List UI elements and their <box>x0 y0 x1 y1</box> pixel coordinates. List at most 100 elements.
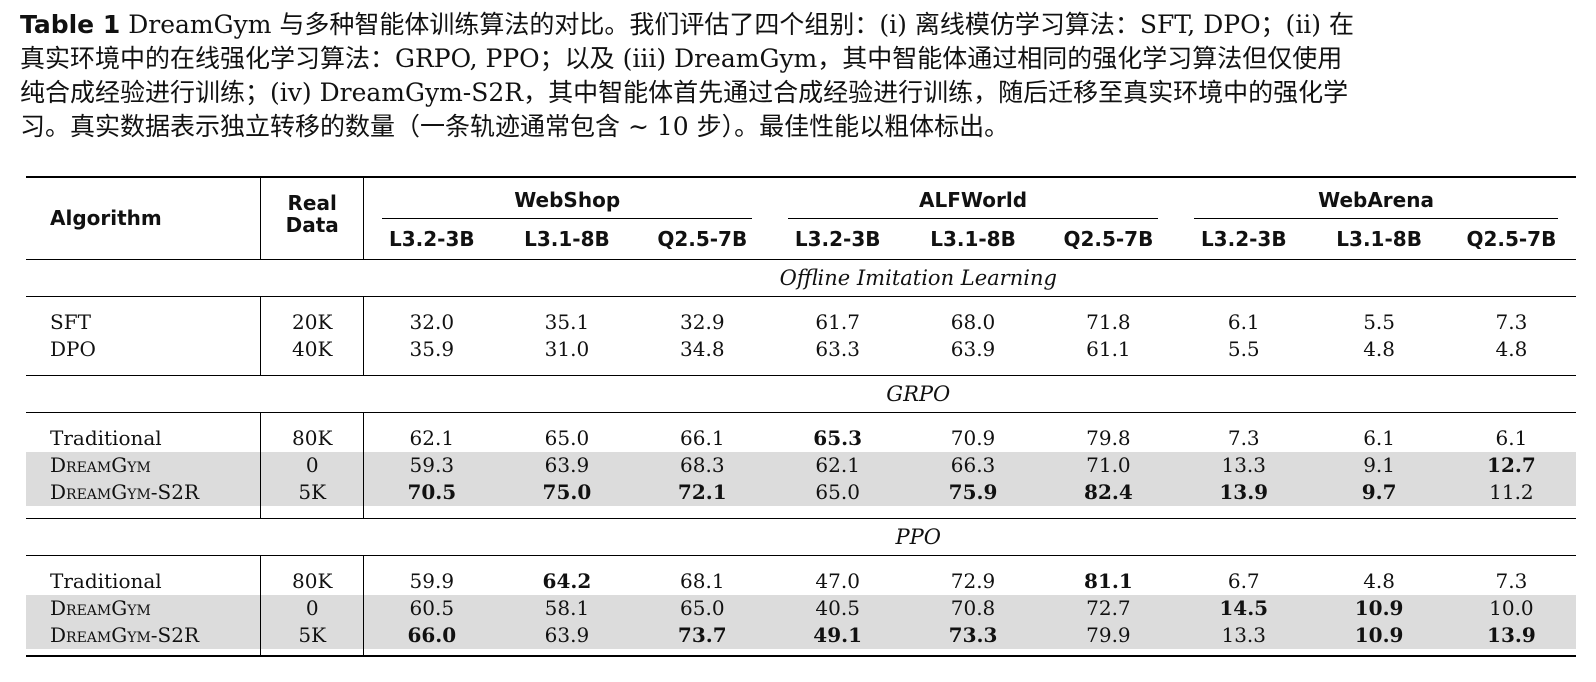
score-cell: 70.8 <box>905 594 1041 622</box>
model-header: Q2.5-7B <box>1063 226 1154 251</box>
table-body: Offline Imitation Learning SFT 20K 32.0 35.1… <box>26 258 1576 661</box>
caption-line-3: 纯合成经验进行训练；(iv) DreamGym-S2R，其中智能体首先通过合成经… <box>20 78 1349 107</box>
score-cell: 4.8 <box>1495 336 1528 361</box>
table-caption: Table 1 DreamGym 与多种智能体训练算法的对比。我们评估了四个组别：… <box>20 8 1576 144</box>
score-cell: 66.3 <box>905 451 1041 479</box>
score-cell: 70.9 <box>950 425 996 450</box>
spacer-row <box>26 648 1576 656</box>
bottom-rule <box>26 654 1576 661</box>
spacer-row <box>26 505 1576 518</box>
row-algorithm-name: DreamGym-S2R <box>26 621 262 649</box>
row-algorithm-name: DreamGym-S2R <box>26 478 262 506</box>
table-row: Traditional 80K 59.9 64.2 68.1 47.0 72.9 81.1 6.… <box>26 567 1576 595</box>
table-row: DreamGym 0 60.5 58.1 65.0 40.5 70.8 72.7 14.5 10.… <box>26 594 1576 622</box>
score-cell: 63.9 <box>499 621 635 649</box>
score-cell: 68.1 <box>680 568 725 593</box>
row-real-data: 0 <box>260 594 365 622</box>
score-cell: 72.1 <box>634 478 770 506</box>
score-cell: 6.7 <box>1227 568 1260 593</box>
score-cell: 47.0 <box>815 568 860 593</box>
table-row: DreamGym-S2R 5K 66.0 63.9 73.7 49.1 73.3 79.9 13… <box>26 621 1576 649</box>
score-cell: 13.9 <box>1446 621 1576 649</box>
score-cell: 68.3 <box>634 451 770 479</box>
table-row: SFT 20K 32.0 35.1 32.9 61.7 68.0 71.8 6.1 5.5 7.3 <box>26 308 1576 336</box>
score-cell: 6.1 <box>1363 425 1396 450</box>
score-cell: 9.7 <box>1311 478 1447 506</box>
score-cell: 13.3 <box>1176 621 1312 649</box>
score-cell: 9.1 <box>1311 451 1447 479</box>
score-cell: 4.8 <box>1363 336 1396 361</box>
score-cell: 49.1 <box>769 621 906 649</box>
score-cell: 34.8 <box>680 336 725 361</box>
row-real-data: 5K <box>260 478 365 506</box>
score-cell: 7.3 <box>1495 568 1528 593</box>
section-header-row: PPO <box>26 517 1576 556</box>
group-webarena: WebArena <box>1176 176 1576 219</box>
row-algorithm-name: Traditional <box>26 424 262 452</box>
spacer-row <box>26 362 1576 375</box>
score-cell: 61.1 <box>1086 336 1131 361</box>
model-header: Q2.5-7B <box>657 226 748 251</box>
score-cell: 68.0 <box>950 309 996 334</box>
score-cell: 60.5 <box>363 594 500 622</box>
score-cell: 73.3 <box>905 621 1041 649</box>
row-real-data: 5K <box>260 621 365 649</box>
score-cell: 66.1 <box>680 425 725 450</box>
section-header-row: GRPO <box>26 374 1576 413</box>
group-alfworld: ALFWorld <box>769 176 1177 219</box>
score-cell: 65.0 <box>769 478 906 506</box>
score-cell: 71.0 <box>1040 451 1177 479</box>
model-header: L3.1-8B <box>524 226 610 251</box>
score-cell: 10.9 <box>1311 621 1447 649</box>
section-title: Offline Imitation Learning <box>260 258 1576 297</box>
score-cell: 63.3 <box>815 336 860 361</box>
model-header: L3.1-8B <box>1336 226 1422 251</box>
score-cell: 58.1 <box>499 594 635 622</box>
header-row-models: L3.2-3B L3.1-8B Q2.5-7B L3.2-3B L3.1-8B … <box>26 219 1576 259</box>
score-cell: 6.1 <box>1227 309 1260 334</box>
score-cell: 81.1 <box>1084 568 1133 593</box>
model-header: Q2.5-7B <box>1466 226 1557 251</box>
score-cell: 63.9 <box>950 336 996 361</box>
row-real-data: 80K <box>260 567 365 595</box>
table-row: DreamGym 0 59.3 63.9 68.3 62.1 66.3 71.0 13.3 9.1… <box>26 451 1576 479</box>
score-cell: 61.7 <box>815 309 860 334</box>
score-cell: 31.0 <box>544 336 590 361</box>
row-algorithm-name: DPO <box>26 335 262 363</box>
score-cell: 14.5 <box>1176 594 1312 622</box>
model-header: L3.2-3B <box>794 226 881 251</box>
header-row-groups: Algorithm Real Data WebShop ALFWorld Web… <box>26 176 1576 259</box>
spacer-row <box>26 555 1576 568</box>
score-cell: 82.4 <box>1040 478 1177 506</box>
score-cell: 13.9 <box>1176 478 1312 506</box>
section-header-row: Offline Imitation Learning <box>26 258 1576 297</box>
score-cell: 65.3 <box>813 425 863 450</box>
score-cell: 11.2 <box>1446 478 1576 506</box>
group-webshop: WebShop <box>363 176 770 219</box>
row-algorithm-name: DreamGym <box>26 594 262 622</box>
score-cell: 6.1 <box>1495 425 1528 450</box>
score-cell: 13.3 <box>1176 451 1312 479</box>
results-table: Algorithm Real Data WebShop ALFWorld Web… <box>26 176 1576 661</box>
score-cell: 59.9 <box>409 568 455 593</box>
header-real-data-label: Real Data <box>285 191 339 238</box>
table-row: Traditional 80K 62.1 65.0 66.1 65.3 70.9 79.8 7.… <box>26 424 1576 452</box>
row-real-data: 20K <box>260 308 365 336</box>
score-cell: 5.5 <box>1227 336 1260 361</box>
score-cell: 79.8 <box>1086 425 1131 450</box>
caption-line-2: 真实环境中的在线强化学习算法：GRPO, PPO；以及 (iii) DreamG… <box>20 44 1343 73</box>
model-header: L3.2-3B <box>1200 226 1287 251</box>
score-cell: 62.1 <box>769 451 906 479</box>
header-algorithm: Algorithm <box>26 176 262 259</box>
score-cell: 75.0 <box>499 478 635 506</box>
score-cell: 35.9 <box>409 336 455 361</box>
row-real-data: 80K <box>260 424 365 452</box>
section-title: PPO <box>260 517 1576 556</box>
row-algorithm-name: SFT <box>26 308 262 336</box>
score-cell: 65.0 <box>544 425 590 450</box>
score-cell: 62.1 <box>409 425 455 450</box>
caption-text: DreamGym 与多种智能体训练算法的对比。我们评估了四个组别：(i) 离线模… <box>128 10 1355 39</box>
row-real-data: 40K <box>260 335 365 363</box>
model-header: L3.1-8B <box>930 226 1016 251</box>
score-cell: 72.9 <box>950 568 996 593</box>
